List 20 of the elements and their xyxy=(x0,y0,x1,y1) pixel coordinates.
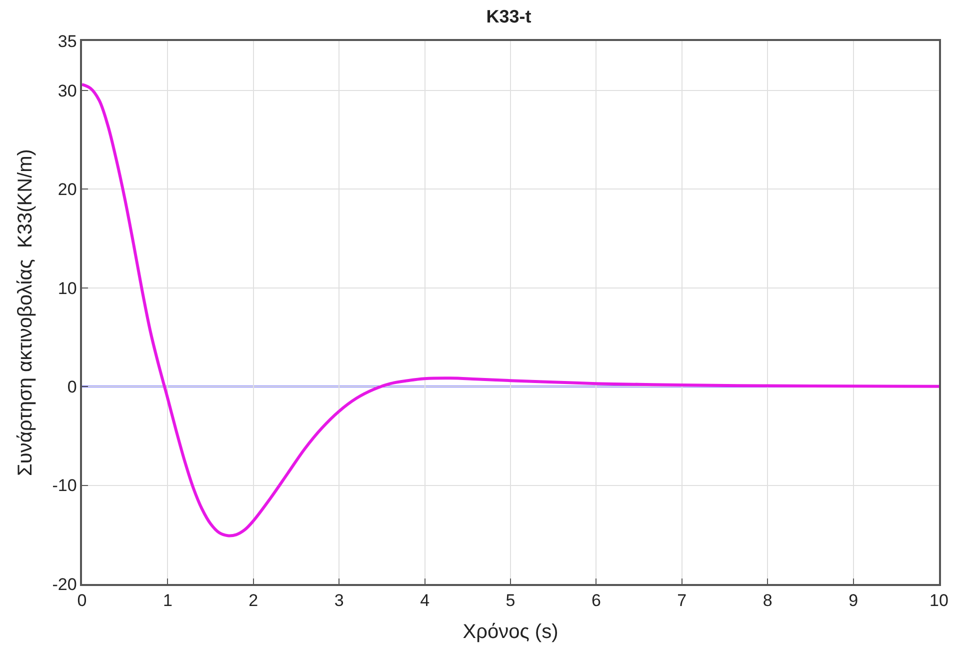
y-tick-label: 20 xyxy=(58,180,77,200)
y-tick-label: -20 xyxy=(52,574,77,594)
y-tick-label: 35 xyxy=(58,32,77,51)
x-tick-label: 7 xyxy=(677,591,687,610)
y-axis-title: Συνάρτηση ακτινοβολίας K33(KN/m) xyxy=(14,149,36,476)
x-tick-label: 4 xyxy=(420,591,430,610)
x-axis-title: Χρόνος (s) xyxy=(462,621,558,644)
x-tick-label: 1 xyxy=(162,591,172,610)
x-tick-label: 3 xyxy=(334,591,344,610)
y-tick-label: 10 xyxy=(58,278,77,298)
x-tick-label: 10 xyxy=(930,591,948,610)
chart-title: K33-t xyxy=(486,6,532,27)
x-tick-label: 5 xyxy=(506,591,516,610)
y-tick-label: -10 xyxy=(52,476,77,496)
y-tick-label: 30 xyxy=(58,81,77,100)
x-tick-label: 6 xyxy=(591,591,601,610)
x-tick-label: 2 xyxy=(248,591,258,610)
x-tick-label: 9 xyxy=(848,591,858,610)
y-tick-label: 0 xyxy=(67,378,77,396)
x-tick-label: 8 xyxy=(762,591,772,610)
